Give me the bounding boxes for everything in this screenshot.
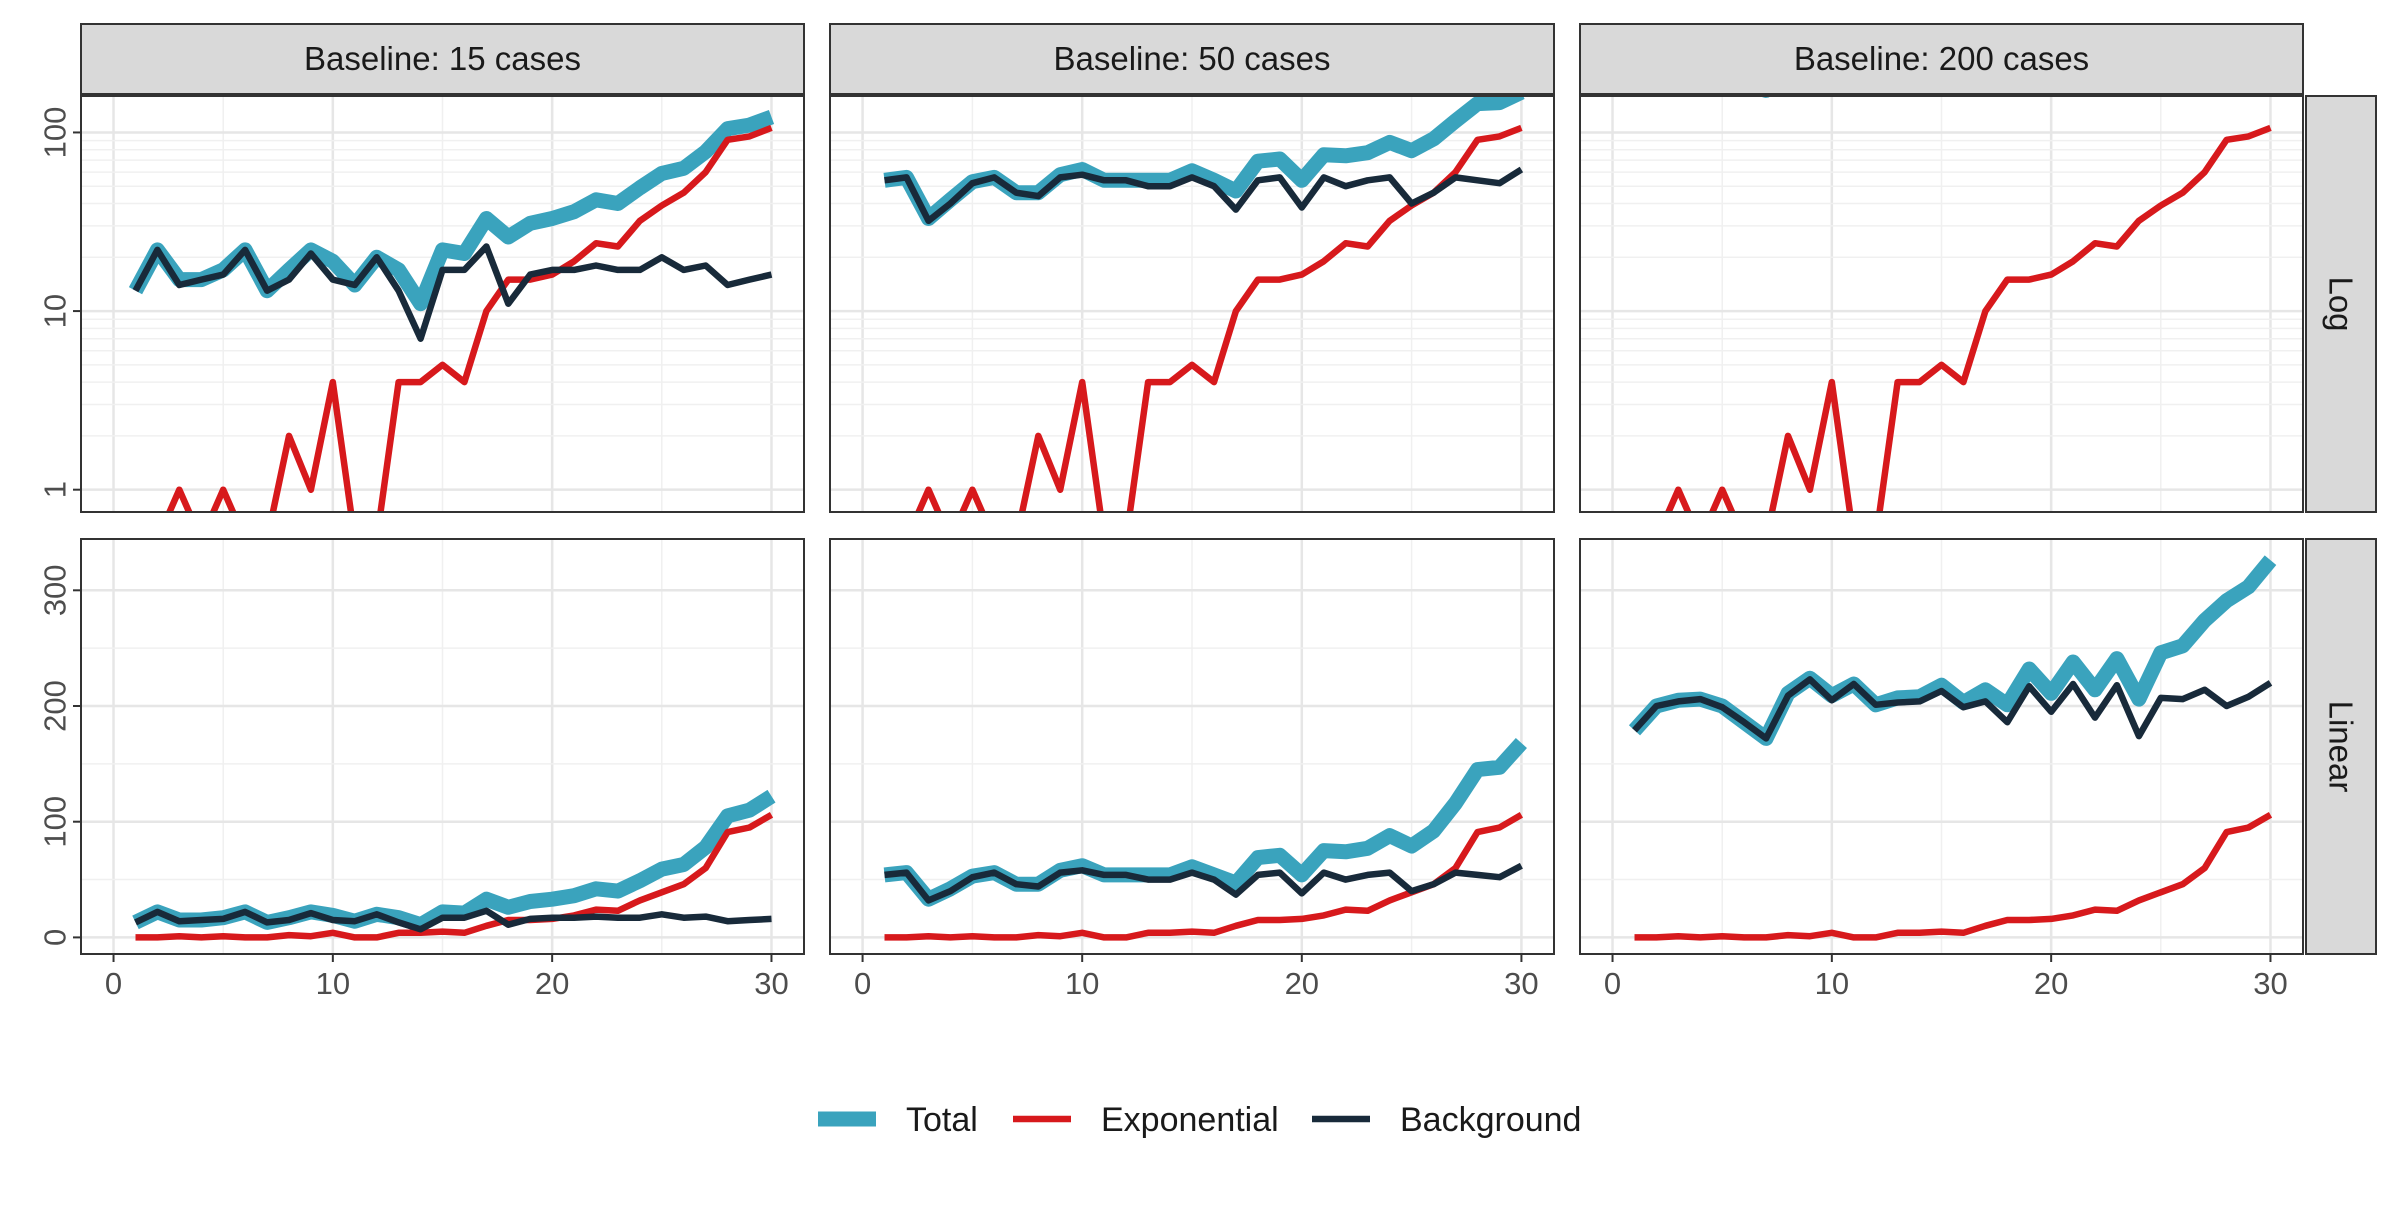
- y-tick-label: 0: [38, 929, 73, 946]
- x-tick-label: 20: [2034, 966, 2068, 1001]
- legend-label-background: Background: [1400, 1101, 1581, 1139]
- facet-strip-row: [2305, 538, 2377, 955]
- panel-border: [80, 95, 805, 513]
- series-line-background: [132, 243, 773, 342]
- series-line-background: [884, 862, 1523, 904]
- legend-label-exponential: Exponential: [1101, 1101, 1279, 1139]
- series-group: [1628, 555, 2277, 941]
- panel-linear-1: [829, 538, 1555, 955]
- panel-border: [1579, 95, 2304, 513]
- facet-row-label: Log: [2323, 276, 2360, 331]
- x-tick-label: 10: [1065, 966, 1099, 1001]
- x-tick-label: 20: [1285, 966, 1319, 1001]
- x-tick-label: 30: [2253, 966, 2287, 1001]
- y-tick-label: 100: [38, 796, 73, 848]
- y-tick-label: 1: [38, 481, 73, 498]
- panel-border: [1579, 538, 2304, 955]
- facet-column-label: Baseline: 200 cases: [1794, 40, 2089, 77]
- x-tick-label: 0: [854, 966, 871, 1001]
- x-tick-label: 0: [1604, 966, 1621, 1001]
- series-line-background: [884, 166, 1524, 225]
- panel-border: [829, 538, 1555, 955]
- x-tick-label: 10: [1815, 966, 1849, 1001]
- panel-border: [80, 538, 805, 955]
- y-tick-label: 10: [38, 294, 73, 328]
- series-line-exponential: [1634, 811, 2273, 941]
- y-tick-label: 100: [38, 107, 73, 159]
- facet-strip-row: [2305, 95, 2377, 513]
- series-group: [883, 737, 1527, 941]
- series-line-background: [134, 907, 772, 933]
- panel-log-1: [829, 95, 1555, 513]
- facet-column-label: Baseline: 15 cases: [304, 40, 581, 77]
- series-group: [883, 96, 1525, 512]
- panel-linear-0: [80, 538, 805, 955]
- panel-linear-2: [1579, 538, 2304, 955]
- legend: Total Exponential Background: [818, 1101, 1581, 1139]
- facet-strip-column: [1579, 23, 2304, 95]
- series-line-background: [1632, 676, 2273, 742]
- legend-label-total: Total: [906, 1101, 978, 1139]
- series-group: [128, 109, 775, 512]
- series-line-exponential: [1664, 124, 2272, 512]
- y-tick-label: 200: [38, 680, 73, 732]
- facet-strip-column: [829, 23, 1555, 95]
- x-tick-label: 0: [105, 966, 122, 1001]
- facet-row-label: Linear: [2323, 701, 2360, 793]
- y-tick-label: 300: [38, 564, 73, 616]
- panel-border: [829, 95, 1555, 513]
- x-tick-label: 10: [316, 966, 350, 1001]
- series-line-exponential: [165, 124, 773, 512]
- x-tick-label: 30: [1504, 966, 1538, 1001]
- facet-strip-column: [80, 23, 805, 95]
- x-tick-label: 20: [535, 966, 569, 1001]
- series-group: [132, 789, 776, 941]
- series-group: [1664, 96, 2272, 512]
- series-line-exponential: [135, 811, 774, 941]
- panel-log-0: [80, 95, 805, 513]
- facet-column-label: Baseline: 50 cases: [1053, 40, 1330, 77]
- x-tick-label: 30: [754, 966, 788, 1001]
- panel-log-2: [1579, 95, 2304, 513]
